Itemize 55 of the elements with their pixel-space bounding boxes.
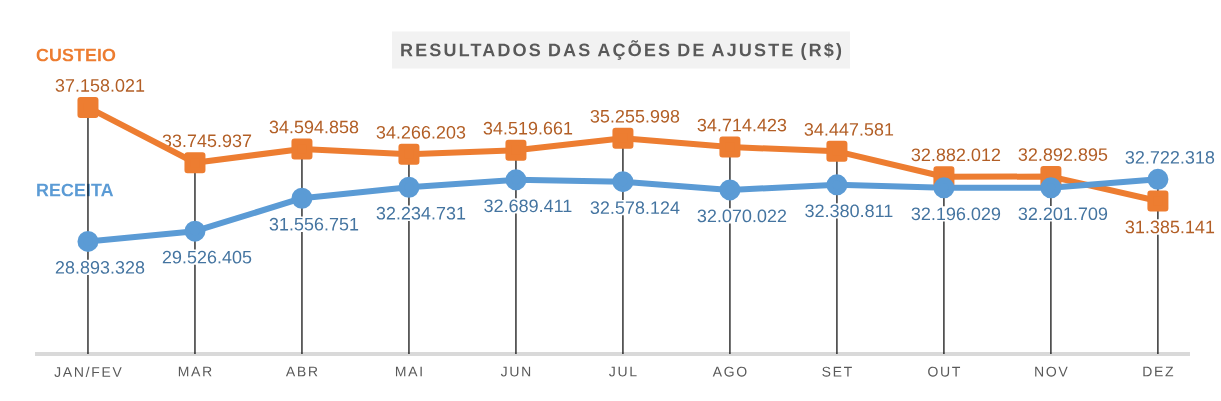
point (184, 220, 206, 242)
x-tick-label: OUT (928, 366, 961, 377)
data-label: 32.234.731 (376, 206, 466, 220)
data-label: 29.526.405 (162, 250, 252, 264)
point (505, 169, 527, 191)
point (398, 176, 420, 198)
point (612, 171, 634, 193)
chart-title: RESULTADOS DAS AÇÕES DE AJUSTE (R$) (401, 40, 842, 60)
data-label: 32.201.709 (1018, 207, 1108, 221)
point (1147, 168, 1169, 190)
data-label: 35.255.998 (590, 109, 680, 123)
data-label: 34.594.858 (269, 120, 359, 134)
point (1040, 177, 1062, 199)
x-tick-label: DEZ (1143, 366, 1174, 377)
x-tick-label: MAI (395, 366, 422, 377)
point (184, 152, 206, 174)
point (77, 96, 99, 118)
point (826, 174, 848, 196)
point (291, 138, 313, 160)
data-label: 32.689.411 (484, 199, 572, 213)
x-tick-label: JUL (609, 366, 637, 377)
point (612, 127, 634, 149)
x-tick-label: NOV (1035, 366, 1068, 377)
data-label: 34.447.581 (804, 123, 894, 136)
x-tick-label: AGO (712, 366, 747, 377)
data-label: 34.266.203 (376, 125, 466, 139)
x-tick-label: JAN/FEV (54, 366, 122, 377)
point (398, 143, 420, 165)
data-label: 31.556.751 (269, 217, 359, 231)
data-label: 34.519.661 (483, 121, 573, 135)
point (291, 187, 313, 209)
x-tick-label: JUN (500, 366, 531, 377)
x-tick-label: SET (822, 366, 852, 377)
point (77, 230, 99, 252)
data-label: 32.578.124 (590, 201, 680, 215)
point (719, 179, 741, 201)
point (505, 139, 527, 161)
data-label: 37.158.021 (55, 79, 145, 92)
data-label: 32.196.029 (911, 207, 1001, 221)
x-tick-label: ABR (285, 366, 318, 377)
data-label: 32.722.318 (1125, 150, 1215, 164)
point (826, 140, 848, 162)
data-label: 33.745.937 (162, 134, 252, 148)
point (719, 136, 741, 158)
data-label: 32.070.022 (697, 209, 787, 223)
data-label: 32.380.811 (805, 204, 893, 218)
data-label: 32.882.012 (911, 148, 1001, 162)
data-label: 32.892.895 (1018, 148, 1108, 161)
data-label: 28.893.328 (55, 261, 145, 274)
text: CUSTEIO (36, 48, 116, 62)
data-label: 31.385.141 (1125, 220, 1215, 234)
point (1147, 190, 1169, 212)
point (933, 177, 955, 199)
data-label: 34.714.423 (697, 118, 787, 132)
x-tick-label: MAR (178, 366, 212, 377)
